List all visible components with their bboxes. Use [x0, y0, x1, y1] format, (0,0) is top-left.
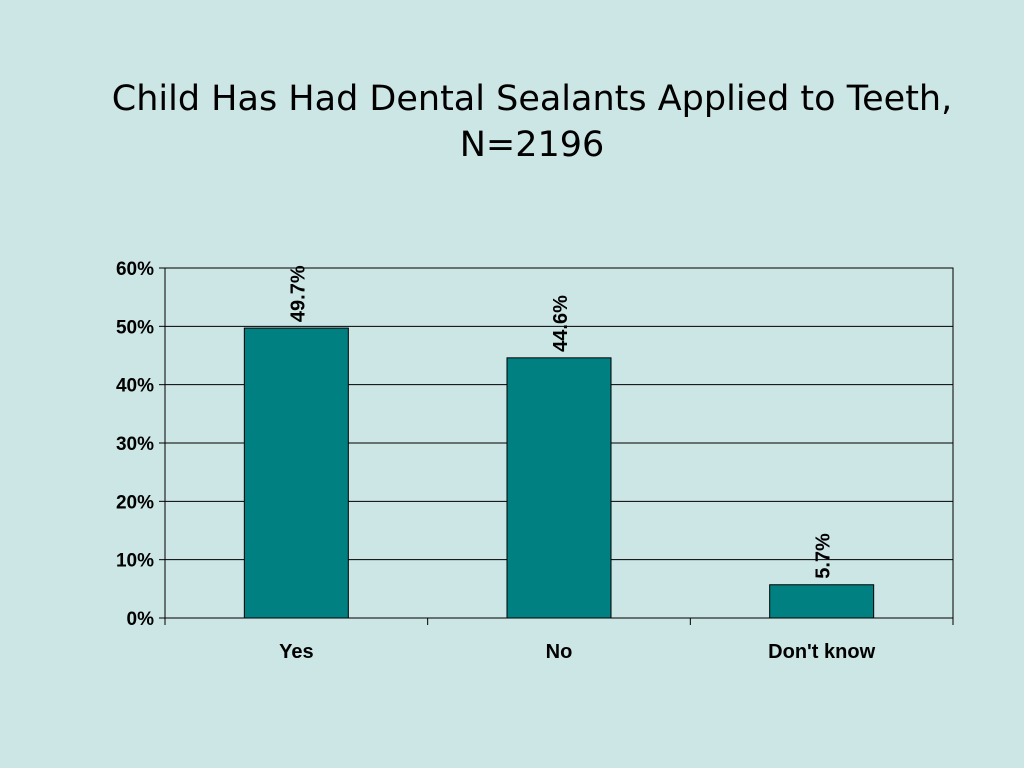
title-line-1: Child Has Had Dental Sealants Applied to… [111, 79, 953, 119]
data-label: 5.7% [813, 533, 835, 579]
data-labels: 49.7% 44.6% 5.7% [287, 265, 834, 579]
y-tick-label: 60% [116, 259, 154, 280]
y-tick-label: 0% [127, 609, 155, 630]
y-tick-label: 10% [116, 551, 154, 572]
y-tick-labels: 0% 10% 20% 30% 40% 50% 60% [116, 259, 154, 630]
axes [159, 267, 954, 625]
bar [769, 584, 875, 619]
chart-title: Child Has Had Dental Sealants Applied to… [40, 76, 1024, 168]
data-label: 44.6% [550, 295, 572, 352]
bars [243, 327, 875, 619]
bar [506, 357, 612, 619]
data-label: 49.7% [287, 265, 309, 322]
plot-frame [164, 267, 954, 619]
category-labels: Yes No Don't know [279, 641, 875, 663]
bar [243, 327, 349, 619]
y-tick-label: 20% [116, 492, 154, 513]
category-label: Don't know [768, 641, 875, 663]
category-label: No [546, 641, 573, 663]
title-line-2: N=2196 [459, 125, 605, 165]
y-tick-label: 30% [116, 434, 154, 455]
category-label: Yes [279, 641, 313, 663]
y-tick-label: 40% [116, 376, 154, 397]
y-tick-label: 50% [116, 317, 154, 338]
